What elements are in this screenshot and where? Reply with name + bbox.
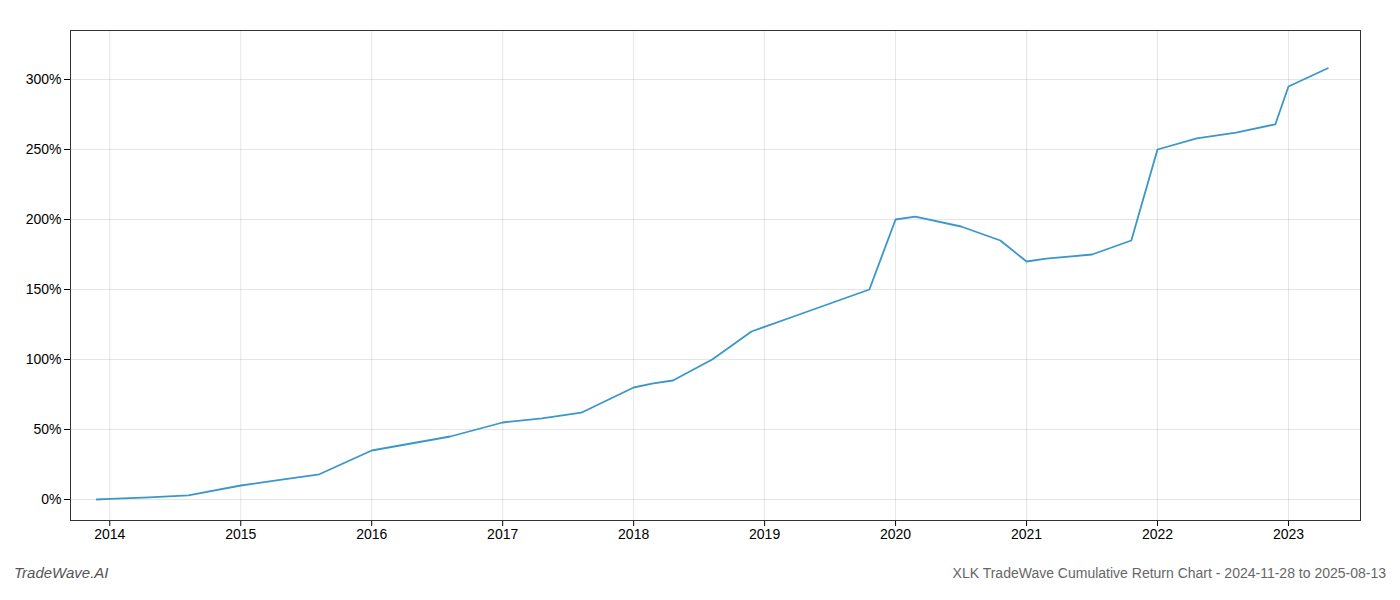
svg-text:2018: 2018 — [618, 526, 649, 542]
html-text:XLK TradeWave Cumulative Retur: XLK TradeWave Cumulative Return Chart - … — [952, 565, 1386, 581]
svg-text:200%: 200% — [26, 211, 62, 227]
svg-text:0%: 0% — [41, 491, 61, 507]
svg-text:2020: 2020 — [880, 526, 911, 542]
svg-text:2019: 2019 — [749, 526, 780, 542]
html-text:TradeWave.AI: TradeWave.AI — [14, 564, 109, 581]
svg-text:300%: 300% — [26, 71, 62, 87]
svg-text:2023: 2023 — [1273, 526, 1304, 542]
svg-text:2021: 2021 — [1011, 526, 1042, 542]
svg-text:250%: 250% — [26, 141, 62, 157]
svg-text:2016: 2016 — [356, 526, 387, 542]
svg-text:2014: 2014 — [94, 526, 125, 542]
svg-text:100%: 100% — [26, 351, 62, 367]
svg-text:150%: 150% — [26, 281, 62, 297]
svg-text:2015: 2015 — [225, 526, 256, 542]
svg-text:2022: 2022 — [1142, 526, 1173, 542]
svg-text:2017: 2017 — [487, 526, 518, 542]
svg-text:50%: 50% — [33, 421, 61, 437]
